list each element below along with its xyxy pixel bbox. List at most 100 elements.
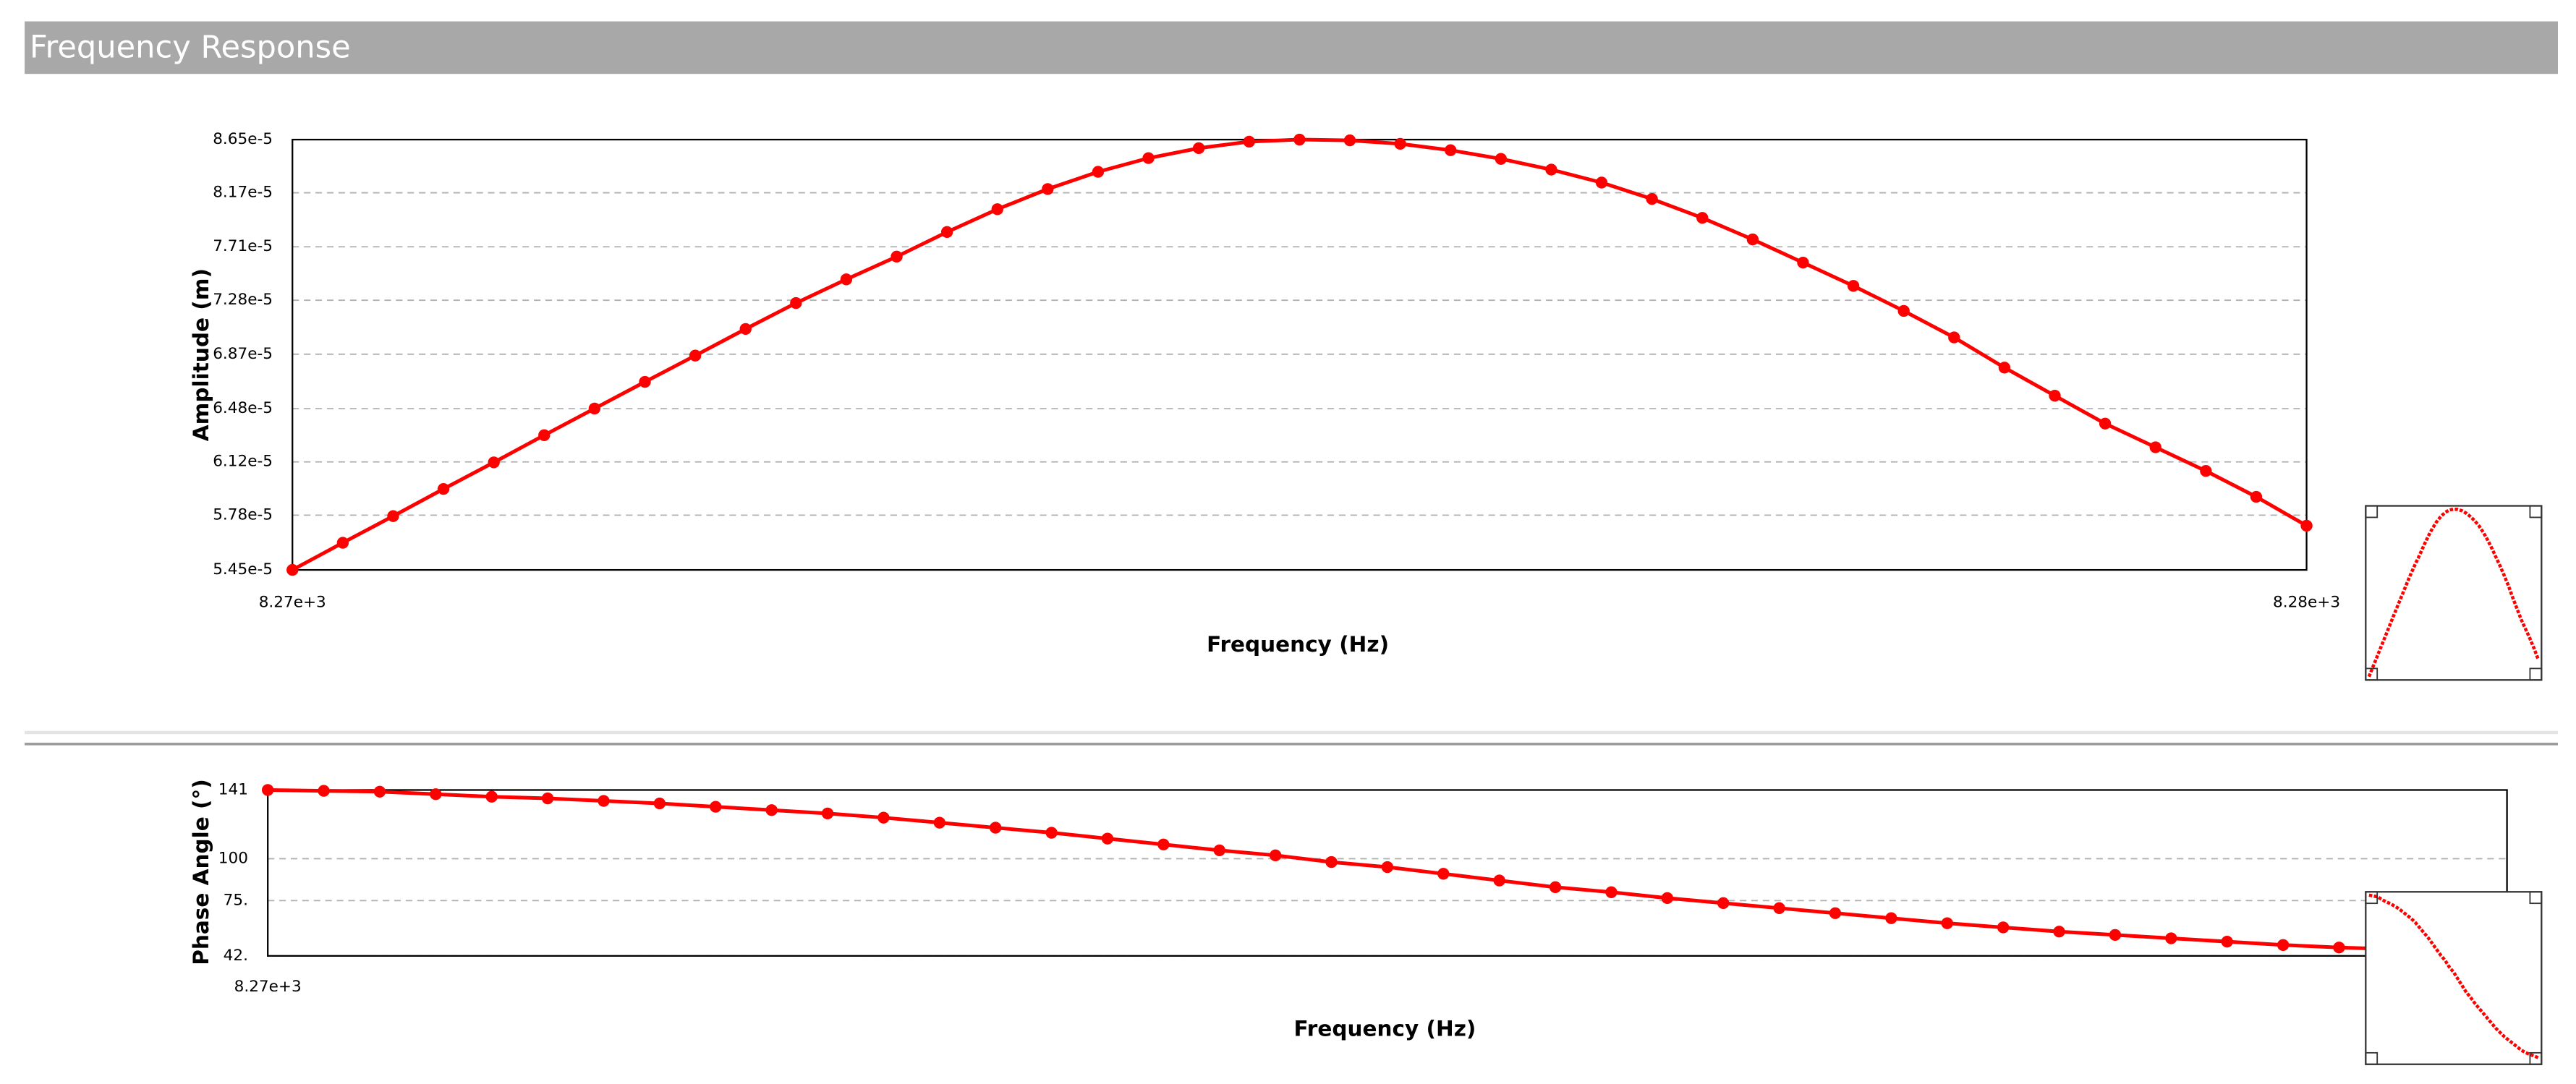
y-tick-label: 7.71e-5 bbox=[213, 237, 273, 255]
data-point bbox=[437, 482, 450, 495]
data-point bbox=[1269, 849, 1282, 861]
data-point bbox=[1092, 166, 1105, 178]
data-point bbox=[877, 811, 890, 824]
x-tick-label: 8.27e+3 bbox=[234, 978, 302, 996]
thumbnail-handle bbox=[2529, 667, 2543, 681]
data-point bbox=[1101, 832, 1114, 845]
data-point bbox=[1941, 917, 1953, 929]
data-point bbox=[1773, 902, 1785, 914]
data-point bbox=[840, 273, 853, 286]
data-point bbox=[262, 784, 274, 796]
thumbnail-handle bbox=[2365, 667, 2379, 681]
y-tick-label: 5.45e-5 bbox=[213, 560, 273, 579]
header-title: Frequency Response bbox=[30, 30, 351, 66]
data-point bbox=[2333, 942, 2345, 954]
data-point bbox=[1549, 881, 1562, 894]
data-point bbox=[1042, 183, 1054, 195]
data-point bbox=[991, 203, 1003, 215]
y-tick-label: 6.87e-5 bbox=[213, 345, 273, 363]
data-point bbox=[933, 816, 945, 829]
data-point bbox=[1829, 907, 1842, 919]
data-point bbox=[639, 375, 651, 388]
data-point bbox=[1746, 233, 1759, 246]
thumbnail-frame bbox=[2365, 505, 2543, 681]
data-point bbox=[990, 821, 1002, 834]
y-tick-label: 100 bbox=[218, 849, 248, 867]
data-point bbox=[1045, 827, 1058, 839]
data-point bbox=[488, 456, 500, 469]
data-point bbox=[430, 788, 442, 801]
data-point bbox=[1493, 874, 1505, 887]
data-point bbox=[1717, 897, 1730, 910]
data-point bbox=[1847, 280, 1860, 292]
data-point bbox=[1495, 153, 1508, 165]
x-axis-title: Frequency (Hz) bbox=[1207, 632, 1389, 657]
data-point bbox=[485, 790, 498, 803]
data-point bbox=[1797, 256, 1809, 269]
thumbnail-handle bbox=[2529, 1051, 2543, 1065]
y-axis-title: Amplitude (m) bbox=[189, 268, 213, 441]
data-point bbox=[739, 323, 752, 336]
data-point bbox=[1325, 855, 1338, 869]
data-point bbox=[1394, 137, 1406, 150]
data-point bbox=[2053, 926, 2065, 938]
thumbnail-line bbox=[2367, 507, 2540, 678]
header-bar bbox=[25, 21, 2559, 74]
data-point bbox=[940, 226, 953, 239]
data-point bbox=[2221, 935, 2233, 948]
y-tick-label: 5.78e-5 bbox=[213, 505, 273, 524]
data-point bbox=[1646, 192, 1658, 205]
data-point bbox=[821, 807, 834, 820]
data-point bbox=[1948, 331, 1960, 343]
data-point bbox=[1661, 892, 1674, 905]
data-point bbox=[1897, 304, 1910, 317]
data-point bbox=[286, 563, 299, 576]
y-tick-label: 75. bbox=[224, 891, 248, 909]
data-point bbox=[1696, 212, 1709, 224]
x-axis-title: Frequency (Hz) bbox=[1294, 1017, 1476, 1041]
data-point bbox=[1545, 163, 1557, 176]
data-point bbox=[1445, 144, 1457, 156]
thumbnail-frame bbox=[2365, 891, 2543, 1065]
y-tick-label: 141 bbox=[218, 780, 248, 798]
data-point bbox=[653, 797, 666, 810]
data-point bbox=[598, 795, 610, 807]
data-point bbox=[1997, 921, 2010, 934]
thumbnail-line bbox=[2368, 893, 2539, 1059]
y-tick-label: 6.48e-5 bbox=[213, 399, 273, 417]
data-point bbox=[689, 349, 702, 362]
x-tick-label: 8.28e+3 bbox=[2273, 594, 2340, 612]
data-point bbox=[2049, 389, 2061, 402]
data-point bbox=[2250, 490, 2263, 503]
thumbnail-handle bbox=[2365, 891, 2379, 905]
thumbnail-handle bbox=[2529, 891, 2543, 905]
data-point bbox=[387, 510, 399, 522]
data-point bbox=[1381, 861, 1394, 874]
y-tick-label: 8.65e-5 bbox=[213, 130, 273, 148]
data-point bbox=[710, 801, 722, 813]
data-point bbox=[765, 804, 778, 816]
y-tick-label: 7.28e-5 bbox=[213, 291, 273, 309]
data-point bbox=[1213, 844, 1225, 857]
data-point bbox=[890, 250, 903, 263]
data-point bbox=[1142, 152, 1155, 164]
data-point bbox=[588, 402, 601, 415]
data-point bbox=[2300, 519, 2313, 532]
data-point bbox=[1595, 176, 1608, 189]
data-point bbox=[2109, 929, 2122, 942]
data-point bbox=[2149, 441, 2161, 453]
data-point bbox=[1293, 133, 1306, 146]
data-point bbox=[373, 785, 386, 798]
data-point bbox=[538, 429, 551, 441]
data-point bbox=[1605, 886, 1618, 898]
y-tick-label: 6.12e-5 bbox=[213, 453, 273, 471]
plot-frame bbox=[267, 789, 2508, 957]
y-tick-label: 42. bbox=[224, 947, 248, 965]
data-point bbox=[336, 537, 349, 549]
data-point bbox=[1157, 838, 1170, 850]
x-tick-label: 8.27e+3 bbox=[259, 594, 326, 612]
data-point bbox=[1243, 135, 1255, 148]
y-axis-title: Phase Angle (°) bbox=[189, 779, 213, 965]
data-point bbox=[2099, 417, 2112, 430]
